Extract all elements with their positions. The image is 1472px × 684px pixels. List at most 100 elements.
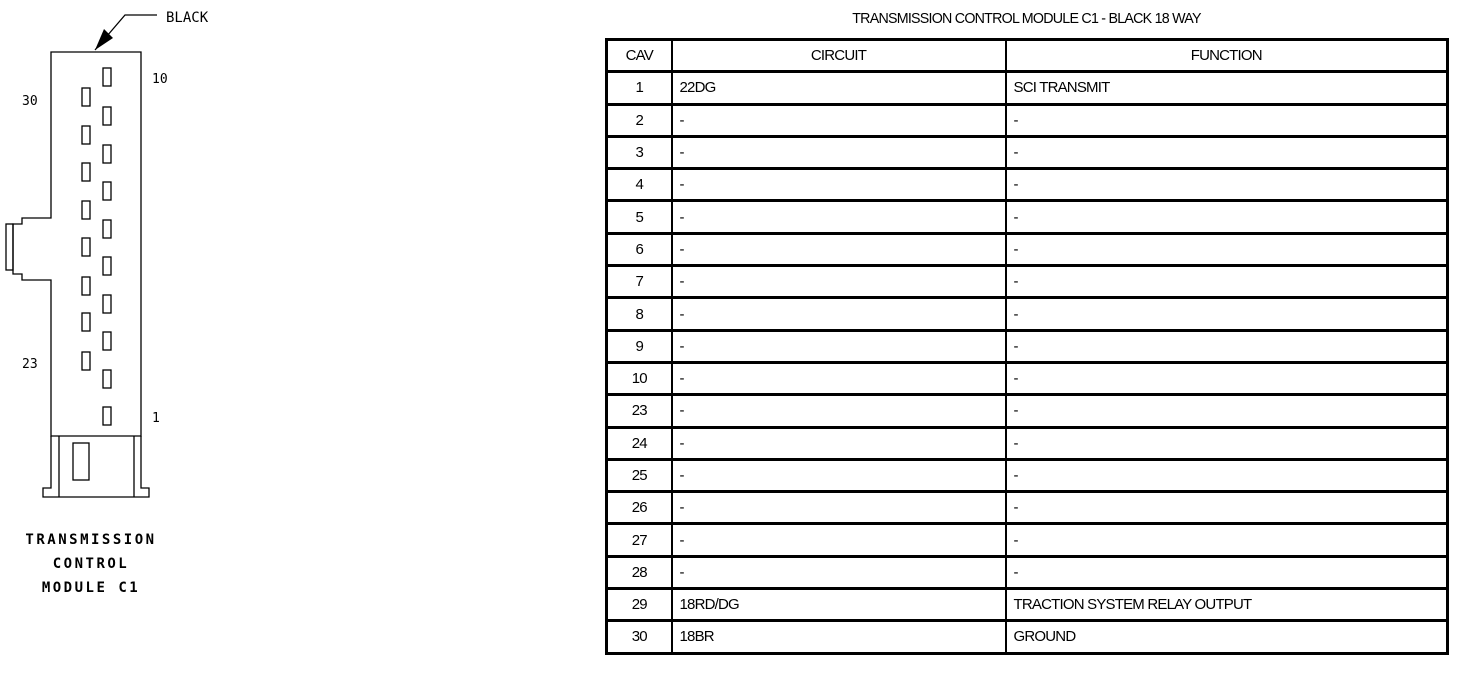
table-row: 3-- xyxy=(605,135,1449,170)
table-row: 5-- xyxy=(605,199,1449,235)
header-cav: CAV xyxy=(605,38,673,73)
cell-cav: 2 xyxy=(605,103,673,138)
table-row: 27- - xyxy=(605,522,1449,558)
cell-cav: 28 xyxy=(605,555,673,590)
pin-cavity xyxy=(81,351,91,371)
cell-circuit: - xyxy=(670,103,1007,138)
cell-circuit: - xyxy=(670,232,1007,267)
cell-circuit: - xyxy=(670,393,1007,429)
cell-function: - xyxy=(1004,199,1449,235)
cell-function: - xyxy=(1004,103,1449,138)
cell-cav: 23 xyxy=(605,393,673,429)
cell-function: - xyxy=(1004,296,1449,332)
cell-circuit: - xyxy=(670,135,1007,170)
cell-circuit: - xyxy=(670,264,1007,299)
table-row: 23- - xyxy=(605,393,1449,429)
pin-label-30: 30 xyxy=(22,94,38,109)
cell-function: - xyxy=(1004,167,1449,202)
table-row: 4-- xyxy=(605,167,1449,202)
cell-cav: 29 xyxy=(605,587,673,622)
cell-cav: 30 xyxy=(605,619,673,655)
cell-function: - xyxy=(1004,232,1449,267)
pin-cavity xyxy=(81,312,91,332)
cell-cav: 8 xyxy=(605,296,673,332)
pin-cavity xyxy=(102,67,112,87)
arrow-head-icon xyxy=(95,29,113,50)
cell-cav: 3 xyxy=(605,135,673,170)
cell-cav: 27 xyxy=(605,522,673,558)
connector-drawing: BLACK 30 10 23 1 xyxy=(5,10,209,498)
cell-cav: 9 xyxy=(605,329,673,364)
table-row: 2-- xyxy=(605,103,1449,138)
cell-circuit: - xyxy=(670,329,1007,364)
cell-function: GROUND xyxy=(1004,619,1449,655)
pin-cavity xyxy=(102,144,112,164)
cell-function: - xyxy=(1004,555,1449,590)
table-row: 28- - xyxy=(605,555,1449,590)
cell-cav: 6 xyxy=(605,232,673,267)
pin-label-1: 1 xyxy=(152,411,160,426)
pin-cavity xyxy=(102,406,112,426)
cell-function: TRACTION SYSTEM RELAY OUTPUT xyxy=(1004,587,1449,622)
cell-function: - xyxy=(1004,393,1449,429)
cell-circuit: - xyxy=(670,522,1007,558)
table-row: 24- - xyxy=(605,426,1449,461)
cell-function: - xyxy=(1004,264,1449,299)
cell-cav: 10 xyxy=(605,361,673,396)
connector-bottom-window xyxy=(72,442,90,481)
cell-cav: 25 xyxy=(605,458,673,493)
table-header-row: CAV CIRCUIT FUNCTION xyxy=(605,38,1449,73)
cell-circuit: - xyxy=(670,361,1007,396)
pin-column-right xyxy=(102,67,112,426)
table-row: 8-- xyxy=(605,296,1449,332)
pinout-table: CAV CIRCUIT FUNCTION 1 22DG SCI TRANSMIT 2-… xyxy=(605,38,1449,655)
table-row: 6-- xyxy=(605,232,1449,267)
pin-column-left xyxy=(81,87,91,371)
pin-label-23: 23 xyxy=(22,357,38,372)
table-title: TRANSMISSION CONTROL MODULE C1 - BLACK 1… xyxy=(852,10,1201,27)
cell-circuit: - xyxy=(670,296,1007,332)
pin-cavity xyxy=(81,125,91,145)
pin-cavity xyxy=(102,369,112,389)
pin-cavity xyxy=(81,237,91,257)
cell-function: - xyxy=(1004,135,1449,170)
cell-function: - xyxy=(1004,458,1449,493)
cell-cav: 7 xyxy=(605,264,673,299)
cell-function: - xyxy=(1004,490,1449,525)
connector-body-outline xyxy=(12,51,142,437)
cell-function: SCI TRANSMIT xyxy=(1004,70,1449,106)
pin-cavity xyxy=(81,200,91,220)
connector-caption-line-1: TRANSMISSION xyxy=(25,532,157,548)
cell-function: - xyxy=(1004,361,1449,396)
cell-cav: 26 xyxy=(605,490,673,525)
cell-function: - xyxy=(1004,329,1449,364)
pin-cavity xyxy=(81,276,91,296)
cell-circuit: 18RD/DG xyxy=(670,587,1007,622)
table-row: 29 18RD/DG TRACTION SYSTEM RELAY OUTPUT xyxy=(605,587,1449,622)
cell-cav: 5 xyxy=(605,199,673,235)
table-row: 7-- xyxy=(605,264,1449,299)
cell-cav: 24 xyxy=(605,426,673,461)
cell-cav: 4 xyxy=(605,167,673,202)
table-row: 10- - xyxy=(605,361,1449,396)
table-row: 30 18BR GROUND xyxy=(605,619,1449,655)
table-row: 9-- xyxy=(605,329,1449,364)
header-circuit: CIRCUIT xyxy=(670,38,1007,73)
pin-cavity xyxy=(102,256,112,276)
cell-function: - xyxy=(1004,522,1449,558)
cell-circuit: - xyxy=(670,458,1007,493)
cell-cav: 1 xyxy=(605,70,673,106)
table-row: 1 22DG SCI TRANSMIT xyxy=(605,70,1449,106)
table-row: 26- - xyxy=(605,490,1449,525)
cell-circuit: 18BR xyxy=(670,619,1007,655)
connector-caption-line-3: MODULE C1 xyxy=(41,580,141,596)
pin-cavity xyxy=(102,181,112,201)
pin-cavity xyxy=(102,106,112,126)
pin-cavity xyxy=(81,87,91,107)
pin-cavity xyxy=(102,219,112,239)
cell-circuit: - xyxy=(670,490,1007,525)
connector-bottom-shroud xyxy=(42,436,150,498)
header-function: FUNCTION xyxy=(1004,38,1449,73)
connector-latch-tab xyxy=(5,223,14,271)
cell-circuit: - xyxy=(670,167,1007,202)
